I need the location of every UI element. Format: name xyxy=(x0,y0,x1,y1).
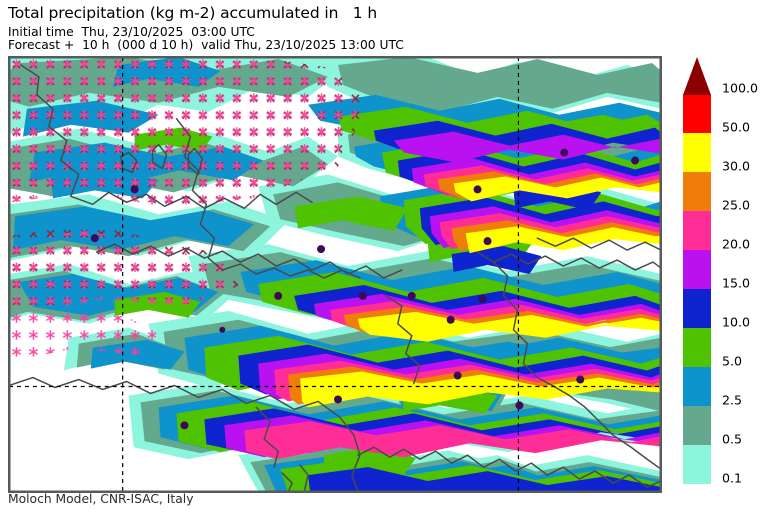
colorbar-label-25: 25.0 xyxy=(722,197,751,213)
colorbar-label-10: 10.0 xyxy=(722,314,751,330)
colorbar-label-5: 5.0 xyxy=(722,353,743,369)
colorbar-label-2-5: 2.5 xyxy=(722,392,743,408)
colorbar-label-0-5: 0.5 xyxy=(722,431,743,447)
gridlines xyxy=(9,57,661,492)
colorbar-band-25 xyxy=(683,211,711,250)
precipitation-field xyxy=(9,57,661,492)
colorbar-label-100: 100.0 xyxy=(722,80,759,96)
snow-symbol-overlay xyxy=(9,57,368,360)
station-markers xyxy=(90,148,640,430)
colorbar-band-2-5 xyxy=(683,406,711,445)
colorbar-band-50 xyxy=(683,133,711,172)
colorbar-label-20: 20.0 xyxy=(722,236,751,252)
map-canvas xyxy=(9,57,661,492)
colorbar-label-15: 15.0 xyxy=(722,275,751,291)
coastline-layer xyxy=(9,64,661,492)
map-border xyxy=(9,57,661,492)
colorbar-band-15 xyxy=(683,289,711,328)
colorbar[interactable] xyxy=(683,57,711,484)
colorbar-over-arrow xyxy=(683,57,711,95)
colorbar-band-20 xyxy=(683,250,711,289)
colorbar-band-5 xyxy=(683,367,711,406)
page-title: Total precipitation (kg m-2) accumulated… xyxy=(8,4,378,22)
precipitation-map[interactable] xyxy=(8,56,662,493)
colorbar-band-100 xyxy=(683,95,711,133)
colorbar-band-10 xyxy=(683,328,711,367)
colorbar-label-30: 30.0 xyxy=(722,158,751,174)
initial-time-label: Initial time Thu, 23/10/2025 03:00 UTC xyxy=(8,25,255,39)
model-credit: Moloch Model, CNR-ISAC, Italy xyxy=(8,492,194,506)
map-layers xyxy=(9,57,661,492)
colorbar-band-0-5 xyxy=(683,445,711,484)
forecast-validity-label: Forecast + 10 h (000 d 10 h) valid Thu, … xyxy=(8,38,404,52)
colorbar-label-50: 50.0 xyxy=(722,119,751,135)
colorbar-band-30 xyxy=(683,172,711,211)
colorbar-label-0-1: 0.1 xyxy=(722,470,743,486)
